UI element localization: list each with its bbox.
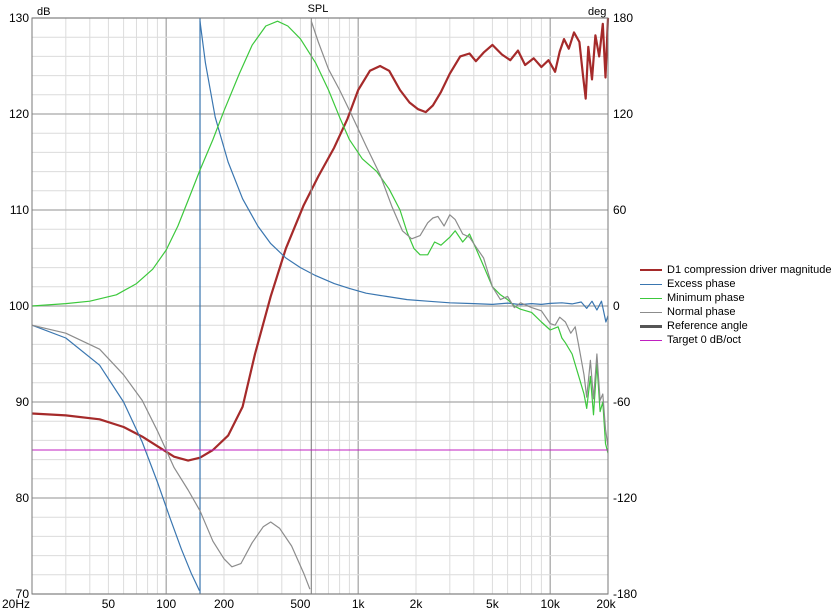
x-tick-label: 5k (486, 597, 500, 611)
x-tick-label: 10k (541, 597, 561, 611)
x-tick-label: 50 (102, 597, 116, 611)
y-right-tick-label: 120 (613, 107, 633, 121)
y-left-tick-label: 110 (10, 203, 29, 217)
y-right-tick-label: 180 (613, 11, 633, 25)
legend-swatch (640, 312, 662, 313)
x-tick-label: 1k (352, 597, 366, 611)
legend-item: Reference angle (640, 319, 831, 333)
legend-item: Normal phase (640, 305, 831, 319)
x-tick-label: 20Hz (2, 597, 30, 611)
y-right-tick-label: -120 (613, 491, 637, 505)
legend-swatch (640, 284, 662, 285)
legend-item: Excess phase (640, 277, 831, 291)
chart-title: SPL (308, 3, 329, 15)
y-left-tick-label: 70 (16, 587, 30, 601)
series-d1-compression-driver-magnitude (31, 17, 610, 462)
y-right-tick-label: -60 (613, 395, 631, 409)
series-normal-phase (31, 21, 609, 590)
y-left-tick-label: 120 (9, 107, 29, 121)
legend-label: Reference angle (667, 320, 748, 332)
legend-swatch (640, 298, 662, 299)
x-tick-label: 100 (156, 597, 176, 611)
series-minimum-phase (31, 20, 609, 454)
y-right-tick-label: -180 (613, 587, 637, 601)
tick-labels: 20Hz 50 100 200 500 1k 2k 5k 10k 20k 70 80 90 100 110 1… (2, 11, 637, 611)
y-left-tick-label: 90 (16, 395, 30, 409)
legend-swatch (640, 325, 662, 328)
legend-item: D1 compression driver magnitude (640, 263, 831, 277)
x-tick-label: 20k (596, 597, 616, 611)
left-axis-unit: dB (37, 6, 50, 18)
plot-frame (31, 17, 609, 595)
series-layer (31, 17, 610, 594)
y-left-tick-label: 100 (9, 299, 29, 313)
legend-label: Excess phase (667, 278, 736, 290)
y-left-tick-label: 130 (9, 11, 29, 25)
chart-legend: D1 compression driver magnitude Excess ph… (640, 263, 831, 347)
legend-label: Target 0 dB/oct (667, 334, 741, 346)
series-excess-phase (31, 21, 609, 592)
y-left-tick-label: 80 (16, 491, 30, 505)
x-tick-label: 2k (410, 597, 424, 611)
y-right-tick-label: 0 (613, 299, 620, 313)
x-tick-label: 500 (290, 597, 310, 611)
legend-label: Normal phase (667, 306, 736, 318)
plot-grid (31, 17, 609, 595)
y-right-tick-label: 60 (613, 203, 627, 217)
legend-item: Minimum phase (640, 291, 831, 305)
legend-item: Target 0 dB/oct (640, 333, 831, 347)
legend-swatch (640, 269, 662, 271)
x-tick-label: 200 (214, 597, 234, 611)
legend-label: Minimum phase (667, 292, 745, 304)
legend-label: D1 compression driver magnitude (667, 264, 832, 276)
legend-swatch (640, 340, 662, 341)
right-axis-unit: deg (588, 6, 606, 18)
